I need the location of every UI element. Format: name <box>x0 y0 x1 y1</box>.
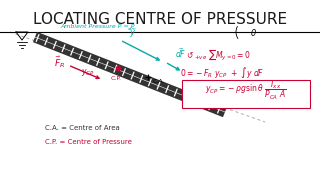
Text: C.P.: C.P. <box>110 76 122 81</box>
Text: Ambient Pressure P = P: Ambient Pressure P = P <box>60 24 134 29</box>
Text: $\vec{F}_R$: $\vec{F}_R$ <box>54 54 66 70</box>
Bar <box>182 80 310 108</box>
Text: y: y <box>130 28 134 37</box>
Text: C.P. = Centre of Pressure: C.P. = Centre of Pressure <box>45 139 132 145</box>
Text: LOCATING CENTRE OF PRESSURE: LOCATING CENTRE OF PRESSURE <box>33 12 287 27</box>
Text: $\circlearrowleft_{+ve}$ $\sum M_{y=0} = 0$: $\circlearrowleft_{+ve}$ $\sum M_{y=0} =… <box>185 48 251 62</box>
Text: $\theta$: $\theta$ <box>250 26 257 37</box>
Text: $0 = -F_R\ y_{CP}\ +\ \int y\ dF$: $0 = -F_R\ y_{CP}\ +\ \int y\ dF$ <box>180 64 264 80</box>
Text: atm: atm <box>128 27 137 31</box>
Text: $y_{CP} = -\rho g \sin\theta\ \dfrac{I_{xx}}{P_{CA}\ A}$: $y_{CP} = -\rho g \sin\theta\ \dfrac{I_{… <box>205 79 287 102</box>
Text: C.A.: C.A. <box>153 79 165 84</box>
Text: $y_{CP}$: $y_{CP}$ <box>81 66 95 78</box>
Text: C.A. = Centre of Area: C.A. = Centre of Area <box>45 125 120 131</box>
Text: $\vec{dF}$: $\vec{dF}$ <box>175 46 186 60</box>
